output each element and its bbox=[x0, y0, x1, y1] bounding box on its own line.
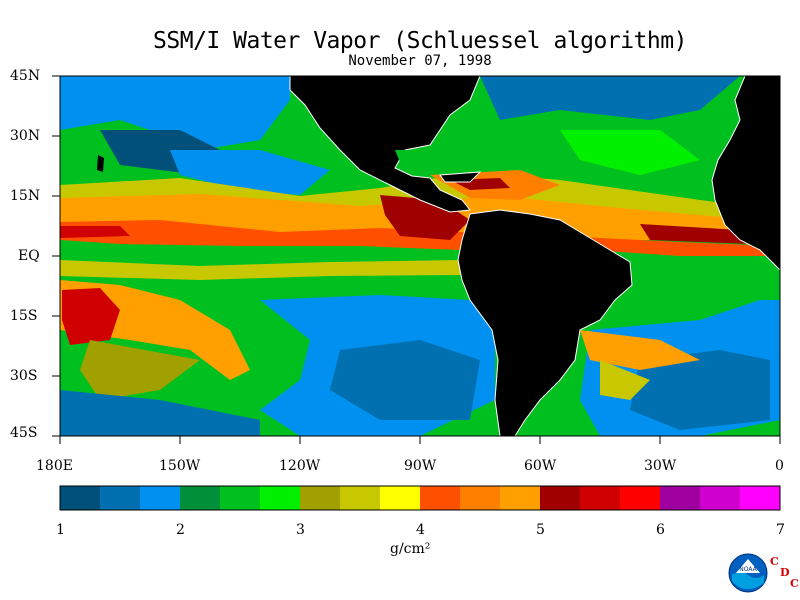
dry-region-south-west bbox=[60, 390, 260, 436]
lat-ticks bbox=[52, 75, 60, 437]
florida-land bbox=[395, 150, 418, 172]
lon-label: 150W bbox=[159, 458, 201, 474]
cdc-letter: C bbox=[770, 555, 779, 568]
dry-region-south-atlantic-core bbox=[630, 350, 770, 430]
colorbar-tick: 7 bbox=[776, 522, 785, 538]
lat-label: EQ bbox=[18, 248, 40, 264]
cuba-land bbox=[439, 171, 482, 183]
spcz-core bbox=[62, 288, 120, 345]
spcz-tongue bbox=[80, 340, 200, 400]
small-island bbox=[97, 155, 104, 172]
colorbar-units: g/cm² bbox=[390, 541, 431, 557]
colorbar-tick: 3 bbox=[296, 522, 305, 538]
noaa-logo-icon: NOAA bbox=[728, 553, 768, 593]
colorbar-tick: 4 bbox=[416, 522, 425, 538]
lat-label: 30N bbox=[10, 128, 41, 144]
lon-label: 180E bbox=[36, 458, 73, 474]
lat-label: 30S bbox=[10, 368, 38, 384]
cdc-letter: D bbox=[780, 566, 790, 579]
africa-europe-land bbox=[711, 76, 780, 271]
lon-label: 60W bbox=[524, 458, 557, 474]
dry-region-north-pacific bbox=[60, 76, 290, 150]
chart-title: SSM/I Water Vapor (Schluessel algorithm) bbox=[153, 28, 687, 54]
itcz-core-east bbox=[640, 224, 750, 244]
lat-label: 15N bbox=[10, 188, 41, 204]
southern-band bbox=[60, 260, 460, 280]
colorbar-tick: 2 bbox=[176, 522, 185, 538]
lat-label: 15S bbox=[10, 308, 38, 324]
lat-label: 45N bbox=[10, 68, 41, 84]
colorbar-tick: 6 bbox=[656, 522, 665, 538]
cdc-letter: C bbox=[790, 577, 799, 590]
south-america-land bbox=[457, 209, 633, 436]
colorbar-tick: 1 bbox=[56, 522, 65, 538]
lon-label: 120W bbox=[279, 458, 321, 474]
south-atlantic-moist bbox=[580, 330, 700, 370]
itcz-core-west bbox=[60, 226, 130, 238]
dry-region-atlantic-mid bbox=[560, 130, 700, 175]
dry-region-north-atlantic bbox=[480, 76, 740, 120]
north-america-land bbox=[289, 76, 481, 213]
lon-ticks bbox=[59, 436, 781, 444]
dry-region-south-pacific-core bbox=[330, 340, 480, 420]
chart-date: November 07, 1998 bbox=[348, 53, 492, 69]
dry-region-pacific-mid bbox=[170, 150, 330, 195]
lon-label: 30W bbox=[644, 458, 677, 474]
lat-label: 45S bbox=[10, 425, 38, 441]
lon-label: 0 bbox=[775, 458, 784, 474]
colorbar-tick: 5 bbox=[536, 522, 545, 538]
south-atlantic-tongue bbox=[600, 360, 650, 400]
lon-label: 90W bbox=[404, 458, 437, 474]
logo-text: NOAA bbox=[739, 566, 757, 573]
